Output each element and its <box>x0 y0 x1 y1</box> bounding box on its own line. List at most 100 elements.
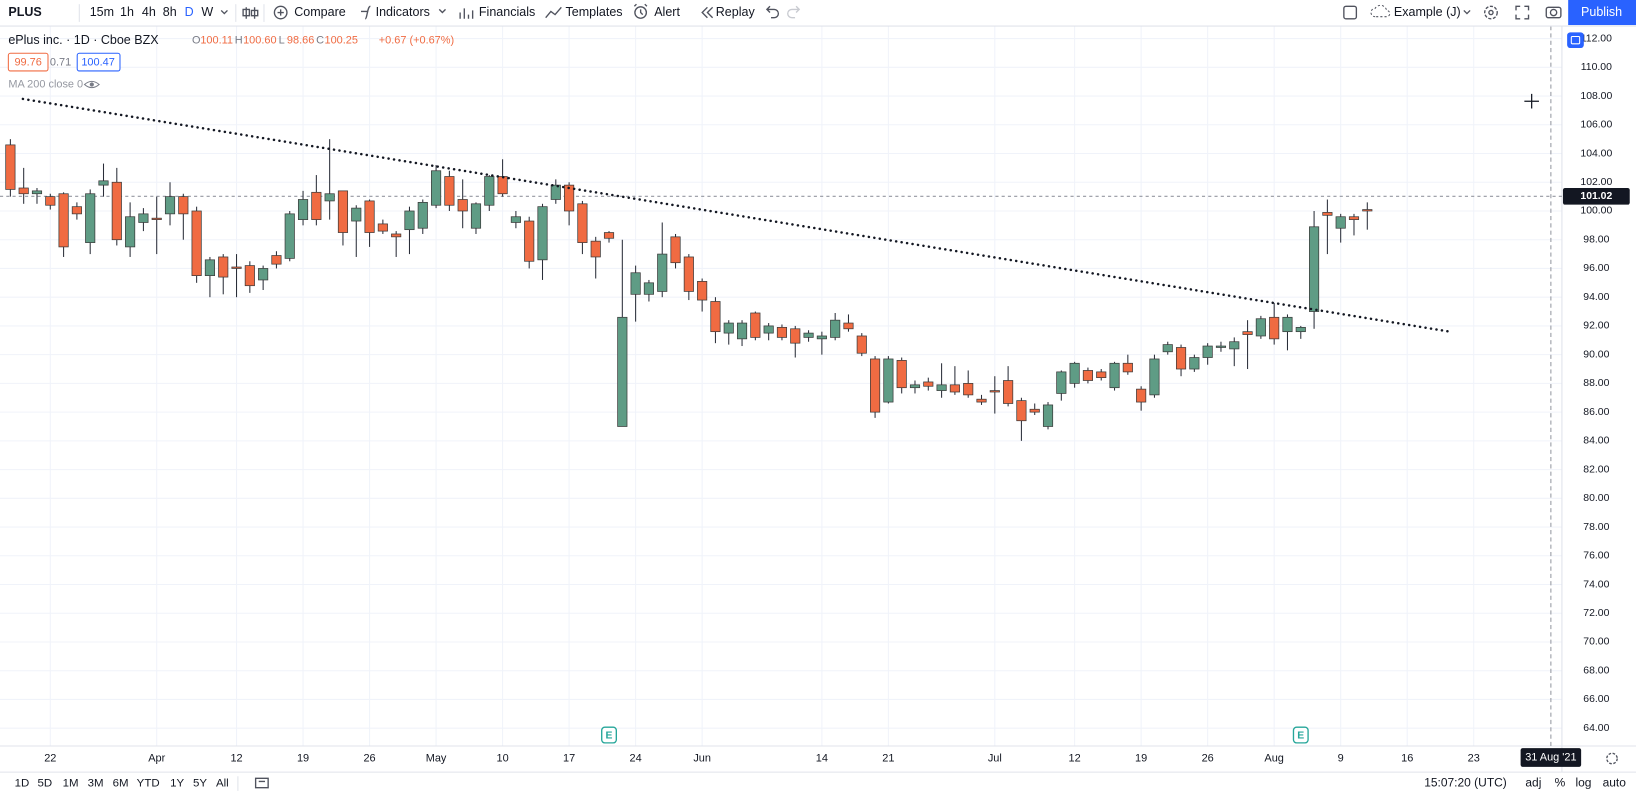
indicator-label: MA 200 close 0 <box>8 78 83 90</box>
candle-body <box>1215 345 1227 348</box>
object-tree-icon[interactable] <box>1567 32 1584 48</box>
candle-body <box>31 190 43 195</box>
ohlc-key: H <box>235 35 243 47</box>
scale-option[interactable]: % <box>1555 776 1566 790</box>
range-button[interactable]: 1Y <box>170 778 184 790</box>
interval[interactable]: 1h <box>120 5 134 19</box>
date-range-icon[interactable] <box>254 777 269 789</box>
candle-body <box>790 328 801 344</box>
candle-body <box>1096 371 1107 379</box>
compare-icon[interactable] <box>273 5 288 20</box>
scale-option[interactable]: log <box>1575 776 1591 790</box>
candle-body <box>258 268 269 281</box>
publish-label[interactable]: Publish <box>1581 5 1622 19</box>
toolbar-button[interactable]: Indicators <box>376 5 430 19</box>
settings-icon[interactable] <box>1484 5 1498 20</box>
candle-body <box>949 384 960 393</box>
y-tick-label: 76.00 <box>1583 551 1609 562</box>
publish-button[interactable] <box>1568 0 1636 26</box>
interval[interactable]: W <box>201 5 213 19</box>
y-tick-label: 70.00 <box>1583 637 1609 648</box>
dropdown-icon[interactable] <box>438 8 446 14</box>
templates-icon[interactable] <box>545 6 562 19</box>
candle-body <box>191 210 202 277</box>
toolbar-button[interactable]: Financials <box>479 5 535 19</box>
undo-icon[interactable] <box>765 5 780 19</box>
range-button[interactable]: 1M <box>63 778 79 790</box>
candle-body <box>5 144 16 190</box>
earnings-marker <box>1292 726 1309 744</box>
layout-icon[interactable] <box>1343 5 1358 20</box>
toolbar-button[interactable]: Replay <box>716 5 756 19</box>
x-tick-label: Apr <box>148 752 165 764</box>
interval-dropdown[interactable] <box>220 9 228 15</box>
toolbar-button[interactable]: Compare <box>294 5 346 19</box>
redo-icon[interactable] <box>787 5 801 19</box>
toolbar-button[interactable]: Alert <box>654 5 680 19</box>
axis-settings-icon[interactable] <box>1606 752 1618 765</box>
legend-title: ePlus inc. · 1D · Cboe BZX <box>8 33 159 47</box>
candle-body <box>1016 400 1027 422</box>
symbol[interactable]: PLUS <box>8 5 41 19</box>
price-box-label: 0.71 <box>50 56 71 68</box>
candle-body <box>218 256 229 278</box>
alert-icon[interactable] <box>634 6 648 19</box>
candle-body <box>1335 216 1346 229</box>
toolbar-button[interactable]: Templates <box>566 5 623 19</box>
snapshot-icon[interactable] <box>1545 6 1562 19</box>
trendline <box>21 97 1452 333</box>
candle-body <box>590 240 601 258</box>
candle-body <box>71 206 82 215</box>
fullscreen-icon[interactable] <box>1515 5 1530 20</box>
candle-body <box>1029 408 1040 413</box>
candle-body <box>723 322 734 334</box>
interval[interactable]: 4h <box>142 5 156 19</box>
candle-body <box>577 203 588 243</box>
crosshair-label: 31 Aug '21 <box>1525 751 1576 763</box>
candle-body <box>1282 316 1293 333</box>
y-tick-label: 108.00 <box>1580 91 1612 102</box>
scale-option[interactable]: adj <box>1525 776 1541 790</box>
visibility-icon[interactable] <box>83 80 100 89</box>
y-tick-label: 72.00 <box>1583 608 1609 619</box>
x-tick-label: Jun <box>693 752 711 764</box>
x-tick-label: 17 <box>563 752 575 764</box>
interval[interactable]: 15m <box>90 5 114 19</box>
candle-body <box>697 281 708 301</box>
layout-name[interactable]: Example (J) <box>1394 5 1461 19</box>
layout-dropdown[interactable] <box>1463 9 1471 15</box>
candle-body <box>1056 371 1067 394</box>
interval[interactable]: 8h <box>163 5 177 19</box>
replay-icon[interactable] <box>701 6 714 19</box>
candle-body <box>1082 370 1093 381</box>
x-tick-label: 10 <box>497 752 509 764</box>
financials-icon[interactable] <box>459 8 474 19</box>
range-button[interactable]: 1D <box>15 778 30 790</box>
candle-body <box>1122 362 1133 373</box>
candle-body <box>1202 345 1213 358</box>
range-button[interactable]: YTD <box>137 778 160 790</box>
candle-body <box>923 381 934 387</box>
x-tick-label: 12 <box>1069 752 1081 764</box>
candle-body <box>484 176 495 206</box>
candle-body <box>1309 226 1320 312</box>
y-tick-label: 66.00 <box>1583 694 1609 705</box>
price-box-label: 99.76 <box>14 56 41 68</box>
candle-body <box>45 196 56 206</box>
candle-body <box>963 383 974 396</box>
candle-body <box>351 207 362 222</box>
range-button[interactable]: 6M <box>113 778 129 790</box>
interval[interactable]: D <box>185 5 194 19</box>
x-tick-label: 24 <box>630 752 642 764</box>
range-button[interactable]: 3M <box>88 778 104 790</box>
candle-body <box>364 200 375 233</box>
range-button[interactable]: 5Y <box>193 778 207 790</box>
range-button[interactable]: All <box>216 778 229 790</box>
chart-style-icon[interactable] <box>242 7 259 19</box>
range-button[interactable]: 5D <box>38 778 53 790</box>
indicators-icon[interactable] <box>361 5 371 20</box>
candle-body <box>444 176 455 206</box>
candle-body <box>58 193 69 248</box>
scale-option[interactable]: auto <box>1603 776 1627 790</box>
